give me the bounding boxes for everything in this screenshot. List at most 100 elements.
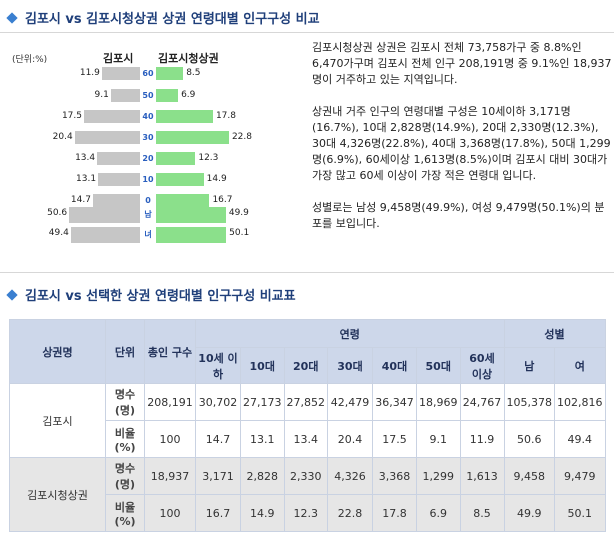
pyramid-age-label: 50 <box>140 89 156 102</box>
region-name: 김포시 <box>9 383 106 458</box>
legend-right: 김포시청상권 <box>158 52 219 65</box>
pyramid-bar-right <box>156 67 184 80</box>
pyramid-value-left: 50.6 <box>47 208 68 218</box>
cell: 17.8 <box>372 494 417 532</box>
header-age: 50대 <box>416 347 461 384</box>
pyramid-bar-left <box>101 67 140 80</box>
cell: 24,767 <box>459 383 505 421</box>
header-gender: 여 <box>554 347 606 384</box>
pyramid-age-label: 남 <box>140 207 156 223</box>
cell: 17.5 <box>372 420 417 458</box>
pyramid-value-left: 13.4 <box>75 153 96 163</box>
pyramid-age-label: 녀 <box>140 227 156 243</box>
row-unit-label: 명수 (명) <box>105 457 145 495</box>
description-p2: 상권내 거주 인구의 연령대별 구성은 10세이하 3,171명(16.7%),… <box>312 105 611 182</box>
pyramid-bar-left <box>92 194 140 207</box>
pyramid-bar-right <box>156 194 210 207</box>
pyramid-age-label: 10 <box>140 173 156 186</box>
description-p1: 김포시청상권 상권은 김포시 전체 73,758가구 중 8.8%인 6,470… <box>312 41 612 86</box>
header-age: 20대 <box>283 347 328 384</box>
row-unit-label: 비율 (%) <box>105 420 145 458</box>
pyramid-bar-left <box>74 131 140 144</box>
pyramid-value-left: 9.1 <box>94 90 109 100</box>
pyramid-value-right: 16.7 <box>212 195 233 205</box>
pyramid-value-left: 11.9 <box>79 68 100 78</box>
pyramid-value-right: 12.3 <box>198 153 219 163</box>
header-unit: 단위 <box>105 319 145 384</box>
cell: 14.9 <box>240 494 285 532</box>
cell: 8.5 <box>459 494 505 532</box>
pyramid-bar-left <box>98 173 140 186</box>
cell: 16.7 <box>195 494 241 532</box>
cell: 18,969 <box>416 383 461 421</box>
region-name: 김포시청상권 <box>9 457 106 532</box>
cell: 12.3 <box>283 494 328 532</box>
cell: 42,479 <box>327 383 373 421</box>
cell: 1,613 <box>459 457 505 495</box>
table-row: 비율 (%) 100 16.7 14.9 12.3 22.8 17.8 6.9 … <box>10 494 606 532</box>
description-p3: 성별로는 남성 9,458명(49.9%), 여성 9,479명(50.1%)의… <box>312 201 605 230</box>
cell: 100 <box>144 494 196 532</box>
cell: 208,191 <box>144 383 196 421</box>
cell: 11.9 <box>459 420 505 458</box>
cell: 20.4 <box>327 420 373 458</box>
cell: 9.1 <box>416 420 461 458</box>
pyramid-value-right: 17.8 <box>215 111 236 121</box>
cell: 27,852 <box>283 383 328 421</box>
cell: 50.1 <box>554 494 606 532</box>
pyramid-bar-right <box>156 227 227 243</box>
cell: 50.6 <box>503 420 555 458</box>
pyramid-value-right: 6.9 <box>181 90 196 100</box>
diamond-bullet-icon <box>6 288 18 301</box>
legend-left: 김포시 <box>103 52 134 65</box>
cell: 3,368 <box>372 457 417 495</box>
row-unit-label: 비율 (%) <box>105 494 145 532</box>
row-unit-label: 명수 (명) <box>105 383 145 421</box>
comparison-table: 상권명 단위 총인 구수 연령 성별 10세 이하 10대 20대 30대 40… <box>9 319 606 532</box>
pyramid-bar-left <box>110 89 140 102</box>
cell: 30,702 <box>195 383 241 421</box>
unit-label: (단위:%) <box>12 55 48 65</box>
pyramid-value-right: 8.5 <box>186 68 201 78</box>
diamond-bullet-icon <box>6 11 18 24</box>
pyramid-value-right: 22.8 <box>231 132 252 142</box>
cell: 14.7 <box>195 420 241 458</box>
pyramid-age-label: 40 <box>140 110 156 123</box>
header-total: 총인 구수 <box>144 319 196 384</box>
header-age-group: 연령 <box>195 319 505 348</box>
cell: 36,347 <box>372 383 417 421</box>
description: 김포시청상권 상권은 김포시 전체 73,758가구 중 8.8%인 6,470… <box>312 40 612 248</box>
divider <box>0 272 614 273</box>
pyramid-age-label: 30 <box>140 131 156 144</box>
pyramid-age-label: 0 <box>140 194 156 207</box>
cell: 2,828 <box>240 457 285 495</box>
header-gender: 남 <box>503 347 555 384</box>
cell: 1,299 <box>416 457 461 495</box>
section1-title: 김포시 vs 김포시청상권 상권 연령대별 인구구성 비교 <box>6 8 320 27</box>
pyramid-age-label: 60 <box>140 67 156 80</box>
pyramid-bar-left <box>69 207 140 223</box>
header-region: 상권명 <box>9 319 106 384</box>
section1-title-text: 김포시 vs 김포시청상권 상권 연령대별 인구구성 비교 <box>25 12 320 27</box>
pyramid-bar-left <box>97 152 140 165</box>
cell: 9,479 <box>554 457 606 495</box>
cell: 13.1 <box>240 420 285 458</box>
pyramid-bar-right <box>156 173 204 186</box>
cell: 18,937 <box>144 457 196 495</box>
header-age: 10세 이하 <box>195 347 241 384</box>
cell: 4,326 <box>327 457 373 495</box>
pyramid-age-label: 20 <box>140 152 156 165</box>
pyramid-bar-right <box>156 207 226 223</box>
header-age: 60세 이상 <box>459 347 505 384</box>
pyramid-bar-right <box>156 89 179 102</box>
table-row: 김포시청상권 명수 (명) 18,937 3,171 2,828 2,330 4… <box>9 457 606 532</box>
pyramid-value-left: 13.1 <box>76 174 97 184</box>
cell: 27,173 <box>240 383 285 421</box>
pyramid-value-right: 50.1 <box>229 228 250 238</box>
divider <box>0 32 614 33</box>
cell: 49.4 <box>554 420 606 458</box>
header-age: 40대 <box>372 347 417 384</box>
header-age: 30대 <box>327 347 373 384</box>
cell: 13.4 <box>283 420 328 458</box>
cell: 105,378 <box>503 383 555 421</box>
